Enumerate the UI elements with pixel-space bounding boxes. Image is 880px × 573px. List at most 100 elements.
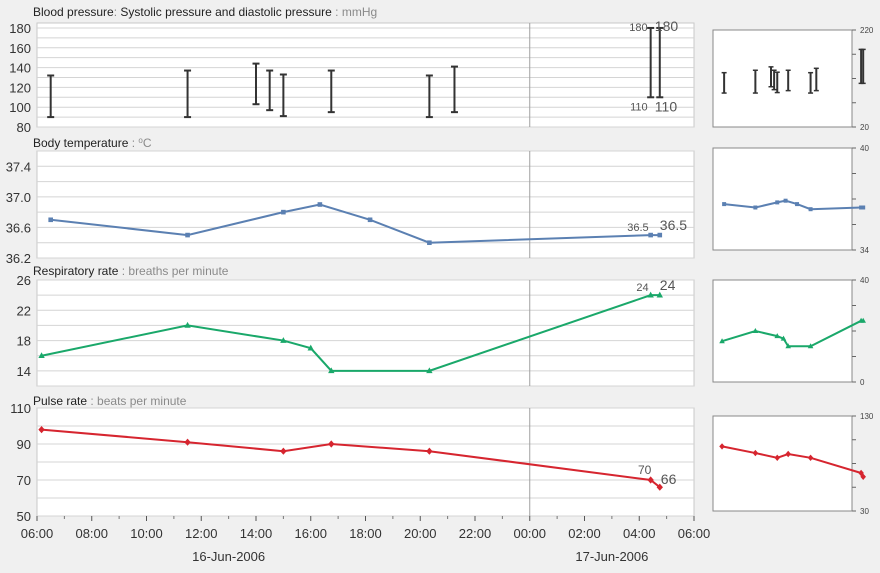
bp-overview-range-bar <box>721 71 727 94</box>
temp-unit-separator: : <box>128 136 138 150</box>
bp-y-tick-label: 80 <box>17 120 31 135</box>
time-axis-tick-label: 22:00 <box>459 526 492 541</box>
bp-range-bar <box>266 69 274 112</box>
resp-data-point <box>38 352 45 359</box>
temp-data-point <box>185 232 190 238</box>
bp-unit: mmHg <box>342 5 377 19</box>
bp-overview-tick-label: 220 <box>860 26 874 35</box>
pulse-overview-point <box>719 443 725 450</box>
resp-y-tick-label: 18 <box>17 334 31 349</box>
bp-range-bar <box>425 74 433 119</box>
resp-series-line <box>41 294 660 372</box>
resp-overview-point <box>774 333 781 339</box>
temp-overview-point <box>775 200 780 205</box>
pulse-y-tick-label: 50 <box>17 509 31 524</box>
temp-overview-panel: 34 40 <box>712 144 869 255</box>
time-axis-tick-label: 18:00 <box>349 526 382 541</box>
resp-title-text: Respiratory rate <box>33 264 119 278</box>
pulse-overview-point <box>860 473 866 480</box>
temp-overview-point <box>753 205 758 210</box>
date-label: 16-Jun-2006 <box>192 549 265 564</box>
pulse-overview-point <box>807 454 814 461</box>
bp-overview-range-bar <box>860 48 866 85</box>
bp-overview-range-bar <box>771 69 777 91</box>
temp-unit: C <box>143 136 152 150</box>
time-axis-tick-label: 12:00 <box>185 526 218 541</box>
temp-data-point <box>367 217 373 223</box>
resp-y-tick-label: 26 <box>17 273 31 288</box>
resp-unit: breaths per minute <box>128 264 228 278</box>
resp-overview-tick-label: 0 <box>860 378 865 387</box>
bp-overview-range-bar <box>808 71 814 94</box>
time-axis: 06:00 08:00 10:00 12:00 14:00 16:00 18:00 20:00… <box>21 516 711 564</box>
bp-range-bar <box>450 65 458 114</box>
pulse-data-point <box>184 438 191 446</box>
time-axis-tick-label: 04:00 <box>623 526 656 541</box>
bp-range-bar <box>47 74 55 119</box>
bp-overview-range-bar <box>768 66 774 88</box>
pulse-y-tick-label: 110 <box>10 401 31 416</box>
temp-title-text: Body temperature <box>33 136 129 150</box>
resp-y-tick-label: 14 <box>17 364 31 379</box>
time-axis-tick-label: 20:00 <box>404 526 437 541</box>
temp-data-point <box>648 232 653 238</box>
time-axis-tick-label: 10:00 <box>130 526 163 541</box>
temp-overview-point <box>861 205 866 210</box>
resp-unit-separator: : <box>118 264 128 278</box>
bp-title-separator: : <box>114 5 121 19</box>
bp-range-bar <box>184 69 192 119</box>
pulse-y-tick-label: 70 <box>17 473 31 488</box>
pulse-label-large: 66 <box>661 471 677 487</box>
resp-data-point <box>307 344 314 351</box>
resp-data-point <box>280 337 287 343</box>
bp-overview-plot-area <box>712 29 853 128</box>
time-axis-tick-label: 06:00 <box>21 526 54 541</box>
resp-overview-point <box>785 343 791 349</box>
temp-y-tick-label: 37.4 <box>6 159 31 174</box>
bp-plot-area <box>36 22 695 128</box>
pulse-title: Pulse rate : beats per minute <box>33 394 187 408</box>
bp-y-tick-label: 140 <box>9 61 31 76</box>
pulse-panel: 50 70 90 110 Pulse rate : beats per minute 70… <box>10 394 695 524</box>
resp-overview-point <box>860 317 866 323</box>
resp-data-point <box>328 367 335 374</box>
bp-overview-range-bar <box>785 69 791 92</box>
bp-overview-range-bar <box>752 69 758 94</box>
pulse-data-point <box>426 447 433 455</box>
resp-label-large: 24 <box>660 277 676 293</box>
temp-overview-tick-label: 40 <box>860 144 869 153</box>
temp-label-large: 36.5 <box>660 217 687 233</box>
temp-unit-superscript: o <box>138 136 143 145</box>
bp-unit-separator: : <box>332 5 342 19</box>
temp-overview-point <box>722 202 727 207</box>
bp-diastolic-label-large: 110 <box>655 98 678 114</box>
temp-data-point <box>427 240 432 246</box>
bp-y-tick-label: 100 <box>9 100 31 115</box>
time-axis-tick-label: 06:00 <box>678 526 711 541</box>
bp-subtitle: Systolic pressure and diastolic pressure <box>120 5 332 19</box>
resp-overview-point <box>752 328 759 333</box>
bp-range-bar <box>327 69 335 114</box>
pulse-overview-tick-label: 30 <box>860 507 869 516</box>
pulse-data-point <box>280 447 287 455</box>
pulse-unit: beats per minute <box>97 394 187 408</box>
bp-range-bar <box>279 73 287 118</box>
time-axis-tick-label: 00:00 <box>513 526 546 541</box>
bp-overview-panel: 20 220 <box>712 26 874 132</box>
temp-y-tick-label: 37.0 <box>6 190 31 205</box>
temp-overview-line <box>724 199 864 211</box>
pulse-overview-point <box>774 454 781 461</box>
resp-overview-plot-area <box>712 279 853 383</box>
bp-diastolic-label-small: 110 <box>630 101 648 113</box>
pulse-overview-panel: 30 130 <box>712 412 874 516</box>
temp-data-point <box>657 232 663 238</box>
temp-overview-point <box>808 207 813 212</box>
pulse-overview-point <box>752 449 759 457</box>
temp-overview-point <box>783 198 788 203</box>
bp-title-text: Blood pressure <box>33 5 114 19</box>
bp-y-tick-label: 180 <box>9 21 31 36</box>
resp-overview-point <box>719 338 725 344</box>
